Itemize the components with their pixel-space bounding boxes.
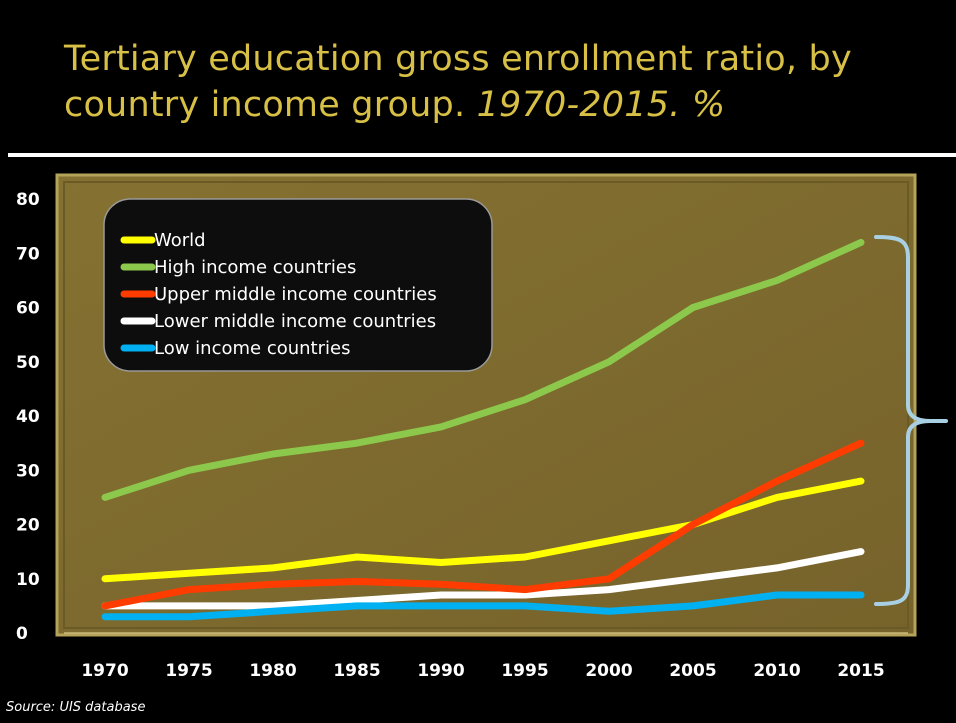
series-line-high-income-countries (101, 238, 865, 501)
legend: World High income countries Upper middle i… (103, 198, 493, 372)
series-line-low-income-countries (101, 591, 865, 621)
legend-label-world: World (154, 230, 206, 251)
x-tick-label: 2000 (585, 661, 632, 681)
legend-label-low-income-countries: Low income countries (154, 338, 350, 359)
x-tick-label: 2005 (669, 661, 716, 681)
legend-label-upper-middle-income-countries: Upper middle income countries (154, 284, 437, 305)
x-tick-label: 1970 (81, 661, 128, 681)
y-tick-label: 70 (16, 244, 40, 264)
y-tick-label: 80 (16, 190, 40, 210)
bracket-annotation (874, 235, 948, 606)
series-group (101, 238, 865, 621)
legend-box (103, 198, 493, 372)
title-divider (8, 153, 956, 157)
y-tick-label: 20 (16, 516, 40, 536)
x-tick-label: 2010 (753, 661, 800, 681)
source-note: Source: UIS database (6, 700, 146, 715)
x-tick-label: 1995 (501, 661, 548, 681)
x-tick-label: 1980 (249, 661, 296, 681)
y-tick-label: 50 (16, 353, 40, 373)
y-tick-label: 30 (16, 461, 40, 481)
series-line-upper-middle-income-countries (101, 439, 865, 610)
series-line-world (101, 477, 865, 583)
legend-label-high-income-countries: High income countries (154, 257, 356, 278)
legend-items: World High income countries Upper middle i… (120, 230, 437, 359)
legend-label-lower-middle-income-countries: Lower middle income countries (154, 311, 436, 332)
series-line-lower-middle-income-countries (101, 548, 865, 610)
y-axis: 0 10 20 30 40 50 60 70 80 (16, 190, 40, 644)
x-tick-label: 1990 (417, 661, 464, 681)
x-axis: 1970 1975 1980 1985 1990 1995 2000 2005 2010 2015 (81, 661, 884, 681)
chart-subtitle: 1970-2015. % (476, 85, 726, 125)
y-tick-label: 60 (16, 299, 40, 319)
y-tick-label: 40 (16, 407, 40, 427)
y-tick-label: 0 (16, 624, 28, 644)
x-tick-label: 1985 (333, 661, 380, 681)
y-tick-label: 10 (16, 570, 40, 590)
x-tick-label: 2015 (837, 661, 884, 681)
chart-title: Tertiary education gross enrollment rati… (64, 36, 944, 128)
chart-title-main: Tertiary education gross enrollment rati… (64, 39, 852, 125)
x-tick-label: 1975 (165, 661, 212, 681)
